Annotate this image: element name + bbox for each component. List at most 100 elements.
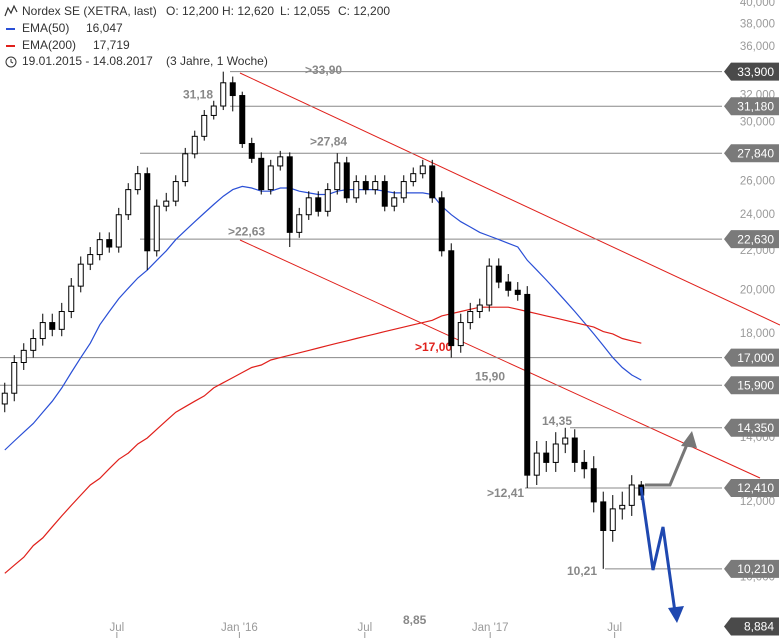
candle-body	[68, 285, 75, 313]
candle-body	[125, 189, 132, 216]
candle-body	[248, 143, 255, 159]
y-tick-label: 40,000	[740, 0, 775, 9]
trend-lines	[239, 72, 780, 479]
value-box-label: 31,180	[737, 99, 774, 113]
level-note: >12,41	[487, 486, 524, 500]
candle-body	[505, 281, 512, 291]
candle-body	[514, 289, 521, 295]
candle-body	[144, 173, 151, 252]
candle-body	[20, 349, 27, 364]
candle-body	[39, 322, 46, 340]
forecast-arrow	[639, 486, 677, 613]
value-box	[724, 617, 779, 636]
candle-body	[334, 162, 341, 191]
candle-body	[467, 311, 474, 324]
candle-body	[96, 239, 103, 256]
trend-line	[239, 239, 761, 479]
candle-body	[239, 95, 246, 145]
value-box	[724, 97, 779, 116]
candle-body	[134, 173, 141, 191]
value-box	[724, 62, 779, 81]
level-note: >27,84	[310, 134, 347, 148]
value-box	[724, 230, 779, 249]
x-tick-label: Jul	[607, 622, 622, 634]
symbol: Nordex SE (XETRA, last)	[22, 4, 157, 18]
y-tick-label: 36,000	[740, 41, 775, 53]
value-box-label: 8,884	[744, 620, 774, 634]
x-tick-label: Jul	[109, 622, 124, 634]
x-tick-label: Jan '16	[221, 622, 258, 634]
candle-body	[495, 265, 502, 283]
y-tick-label: 38,000	[740, 18, 775, 30]
candle-body	[524, 293, 531, 476]
value-box	[724, 376, 779, 395]
value-box-label: 22,630	[737, 232, 774, 246]
level-note: >33,90	[305, 63, 342, 77]
level-note: 10,21	[567, 564, 597, 578]
candle-body	[609, 508, 616, 531]
candle-body	[115, 214, 122, 248]
level-note: 14,35	[542, 414, 572, 428]
candle-body	[476, 304, 483, 313]
value-box	[724, 418, 779, 437]
annotation: 8,85	[403, 613, 427, 627]
candle-body	[191, 135, 198, 155]
value-box-label: 17,000	[737, 351, 774, 365]
candle-body	[58, 311, 65, 330]
candle-body	[267, 165, 274, 191]
arrow-head	[681, 431, 697, 448]
candle-body	[296, 214, 303, 233]
value-box	[724, 348, 779, 367]
value-box	[724, 478, 779, 497]
ohlc-close: C: 12,200	[338, 4, 390, 18]
value-box-label: 15,900	[737, 378, 774, 392]
candle-body	[391, 197, 398, 207]
legend-value: 17,719	[93, 38, 130, 52]
arrow-head	[668, 606, 684, 623]
value-box-label: 33,900	[737, 65, 774, 79]
candle-body	[486, 265, 493, 306]
candle-body	[600, 501, 607, 531]
candle-body	[315, 197, 322, 212]
candle-body	[106, 239, 113, 248]
candle-body	[581, 461, 588, 470]
candle-body	[362, 181, 369, 191]
candle-body	[619, 504, 626, 510]
value-box	[724, 559, 779, 578]
trend-line	[239, 72, 780, 326]
clock-hand	[10, 59, 14, 64]
candle-body	[153, 205, 160, 252]
candle-body	[324, 189, 331, 212]
level-note: 15,90	[475, 369, 505, 383]
candle-body	[438, 197, 445, 252]
x-tick-label: Jan '17	[472, 622, 509, 634]
candle-body	[533, 452, 540, 476]
candle-body	[229, 82, 236, 97]
candle-body	[571, 437, 578, 463]
candle-body	[30, 338, 37, 351]
x-tick-label: Jul	[357, 622, 372, 634]
clock-icon	[5, 56, 17, 68]
candle-body	[1, 392, 8, 405]
legend: Nordex SE (XETRA, last) O: 12,200 H: 12,…	[4, 4, 390, 68]
candle-body	[429, 165, 436, 199]
candle-body	[286, 156, 293, 233]
value-box	[724, 144, 779, 163]
candle-body	[277, 156, 284, 167]
candle-body	[258, 157, 265, 191]
candle-body	[172, 181, 179, 202]
candle-body	[305, 197, 312, 216]
candle-body	[628, 484, 635, 506]
date-range: 19.01.2015 - 14.08.2017	[22, 54, 153, 68]
value-box-label: 12,410	[737, 481, 774, 495]
ohlc-high: H: 12,620	[222, 4, 274, 18]
candle-body	[163, 200, 170, 207]
candle-body	[562, 437, 569, 445]
y-tick-label: 30,000	[740, 116, 775, 128]
y-tick-label: 24,000	[740, 209, 775, 221]
y-tick-label: 18,000	[740, 328, 775, 340]
candle-body	[400, 181, 407, 199]
level-note: >22,63	[228, 224, 265, 238]
